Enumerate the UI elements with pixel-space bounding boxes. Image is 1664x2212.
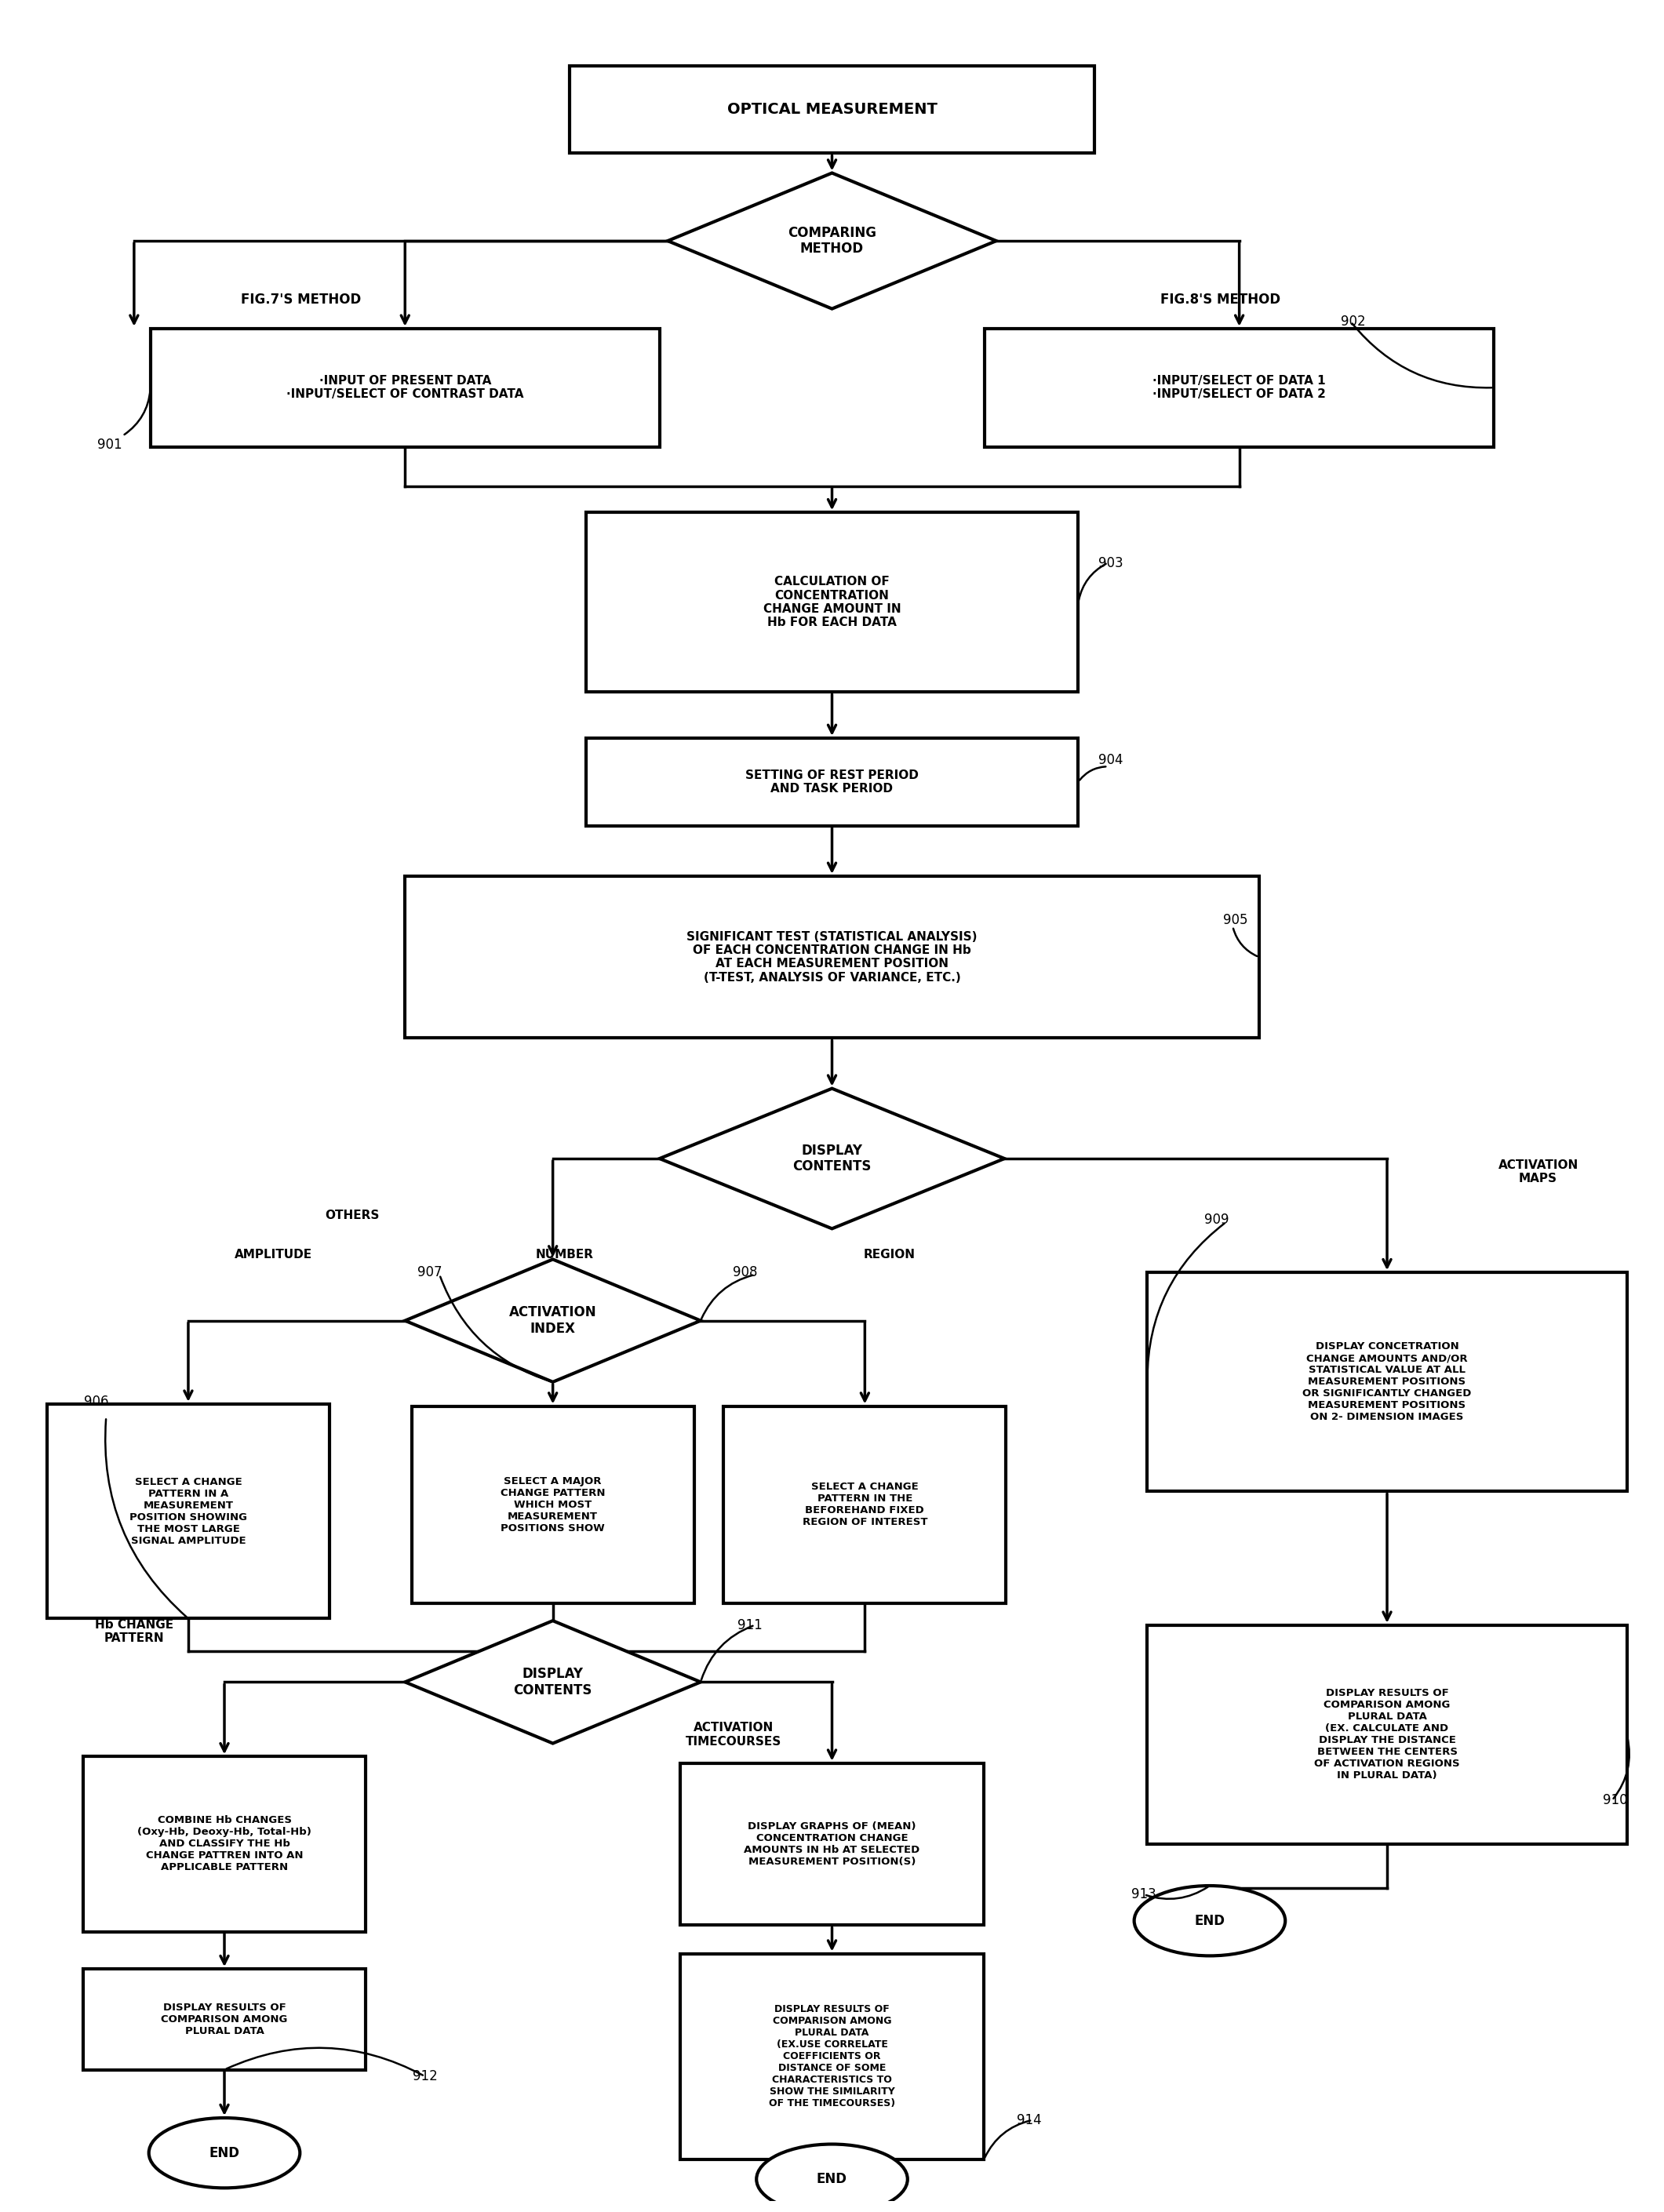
Text: 910: 910 xyxy=(1602,1794,1627,1807)
Text: OTHERS: OTHERS xyxy=(324,1210,379,1221)
FancyBboxPatch shape xyxy=(404,876,1260,1037)
Text: FIG.7'S METHOD: FIG.7'S METHOD xyxy=(241,292,361,307)
Polygon shape xyxy=(404,1621,701,1743)
Polygon shape xyxy=(667,173,997,310)
FancyBboxPatch shape xyxy=(150,327,659,447)
FancyBboxPatch shape xyxy=(569,66,1095,153)
Text: END: END xyxy=(1195,1913,1225,1929)
Text: 908: 908 xyxy=(732,1265,757,1279)
FancyBboxPatch shape xyxy=(985,327,1494,447)
Text: SELECT A CHANGE
PATTERN IN A
MEASUREMENT
POSITION SHOWING
THE MOST LARGE
SIGNAL : SELECT A CHANGE PATTERN IN A MEASUREMENT… xyxy=(130,1478,246,1546)
Text: ·INPUT OF PRESENT DATA
·INPUT/SELECT OF CONTRAST DATA: ·INPUT OF PRESENT DATA ·INPUT/SELECT OF … xyxy=(286,374,524,400)
Text: ACTIVATION
MAPS: ACTIVATION MAPS xyxy=(1498,1159,1577,1183)
FancyBboxPatch shape xyxy=(411,1407,694,1604)
Text: AMPLITUDE: AMPLITUDE xyxy=(235,1250,313,1261)
Text: DISPLAY RESULTS OF
COMPARISON AMONG
PLURAL DATA
(EX.USE CORRELATE
COEFFICIENTS O: DISPLAY RESULTS OF COMPARISON AMONG PLUR… xyxy=(769,2004,895,2108)
Text: NUMBER: NUMBER xyxy=(536,1250,594,1261)
FancyBboxPatch shape xyxy=(586,739,1078,825)
Text: 903: 903 xyxy=(1098,555,1123,571)
Text: COMPARING
METHOD: COMPARING METHOD xyxy=(787,226,877,257)
Text: SIGNIFICANT TEST (STATISTICAL ANALYSIS)
OF EACH CONCENTRATION CHANGE IN Hb
AT EA: SIGNIFICANT TEST (STATISTICAL ANALYSIS) … xyxy=(687,931,977,984)
Text: DISPLAY
CONTENTS: DISPLAY CONTENTS xyxy=(792,1144,872,1175)
FancyBboxPatch shape xyxy=(681,1763,983,1924)
FancyBboxPatch shape xyxy=(1146,1626,1627,1845)
Text: ACTIVATION
TIMECOURSES: ACTIVATION TIMECOURSES xyxy=(686,1721,782,1747)
Text: DISPLAY
CONTENTS: DISPLAY CONTENTS xyxy=(514,1668,592,1697)
Text: ·INPUT/SELECT OF DATA 1
·INPUT/SELECT OF DATA 2: ·INPUT/SELECT OF DATA 1 ·INPUT/SELECT OF… xyxy=(1153,374,1326,400)
Ellipse shape xyxy=(1135,1885,1285,1955)
Text: 911: 911 xyxy=(737,1617,762,1632)
FancyBboxPatch shape xyxy=(586,513,1078,692)
Text: SELECT A CHANGE
PATTERN IN THE
BEFOREHAND FIXED
REGION OF INTEREST: SELECT A CHANGE PATTERN IN THE BEFOREHAN… xyxy=(802,1482,927,1526)
Text: OPTICAL MEASUREMENT: OPTICAL MEASUREMENT xyxy=(727,102,937,117)
Text: 909: 909 xyxy=(1205,1212,1228,1228)
Ellipse shape xyxy=(148,2117,300,2188)
Text: 912: 912 xyxy=(413,2068,438,2084)
Text: DISPLAY CONCETRATION
CHANGE AMOUNTS AND/OR
STATISTICAL VALUE AT ALL
MEASUREMENT : DISPLAY CONCETRATION CHANGE AMOUNTS AND/… xyxy=(1303,1340,1471,1422)
Text: 907: 907 xyxy=(418,1265,443,1279)
Text: ACTIVATION
INDEX: ACTIVATION INDEX xyxy=(509,1305,597,1336)
FancyBboxPatch shape xyxy=(1146,1272,1627,1491)
Text: SETTING OF REST PERIOD
AND TASK PERIOD: SETTING OF REST PERIOD AND TASK PERIOD xyxy=(745,770,919,794)
Text: DISPLAY RESULTS OF
COMPARISON AMONG
PLURAL DATA: DISPLAY RESULTS OF COMPARISON AMONG PLUR… xyxy=(161,2002,288,2037)
Text: REGION: REGION xyxy=(864,1250,915,1261)
Text: END: END xyxy=(210,2146,240,2159)
Text: END: END xyxy=(817,2172,847,2185)
Text: DISPLAY GRAPHS OF (MEAN)
CONCENTRATION CHANGE
AMOUNTS IN Hb AT SELECTED
MEASUREM: DISPLAY GRAPHS OF (MEAN) CONCENTRATION C… xyxy=(744,1820,920,1867)
FancyBboxPatch shape xyxy=(83,1969,366,2070)
FancyBboxPatch shape xyxy=(47,1405,329,1619)
Text: CALCULATION OF
CONCENTRATION
CHANGE AMOUNT IN
Hb FOR EACH DATA: CALCULATION OF CONCENTRATION CHANGE AMOU… xyxy=(764,575,900,628)
Polygon shape xyxy=(404,1259,701,1382)
Text: 913: 913 xyxy=(1132,1887,1156,1902)
Polygon shape xyxy=(659,1088,1005,1228)
FancyBboxPatch shape xyxy=(724,1407,1007,1604)
Text: 905: 905 xyxy=(1223,914,1248,927)
FancyBboxPatch shape xyxy=(83,1756,366,1931)
Text: 904: 904 xyxy=(1098,752,1123,768)
Text: COMBINE Hb CHANGES
(Oxy-Hb, Deoxy-Hb, Total-Hb)
AND CLASSIFY THE Hb
CHANGE PATTR: COMBINE Hb CHANGES (Oxy-Hb, Deoxy-Hb, To… xyxy=(138,1816,311,1874)
Text: DISPLAY RESULTS OF
COMPARISON AMONG
PLURAL DATA
(EX. CALCULATE AND
DISPLAY THE D: DISPLAY RESULTS OF COMPARISON AMONG PLUR… xyxy=(1315,1688,1459,1781)
Text: SELECT A MAJOR
CHANGE PATTERN
WHICH MOST
MEASUREMENT
POSITIONS SHOW: SELECT A MAJOR CHANGE PATTERN WHICH MOST… xyxy=(501,1475,606,1533)
FancyBboxPatch shape xyxy=(681,1953,983,2159)
Text: Hb CHANGE
PATTERN: Hb CHANGE PATTERN xyxy=(95,1619,173,1644)
Text: 906: 906 xyxy=(83,1394,108,1409)
Text: 914: 914 xyxy=(1017,2112,1042,2128)
Text: FIG.8'S METHOD: FIG.8'S METHOD xyxy=(1160,292,1281,307)
Ellipse shape xyxy=(757,2143,907,2212)
Text: 901: 901 xyxy=(97,438,121,451)
Text: 902: 902 xyxy=(1341,314,1366,330)
